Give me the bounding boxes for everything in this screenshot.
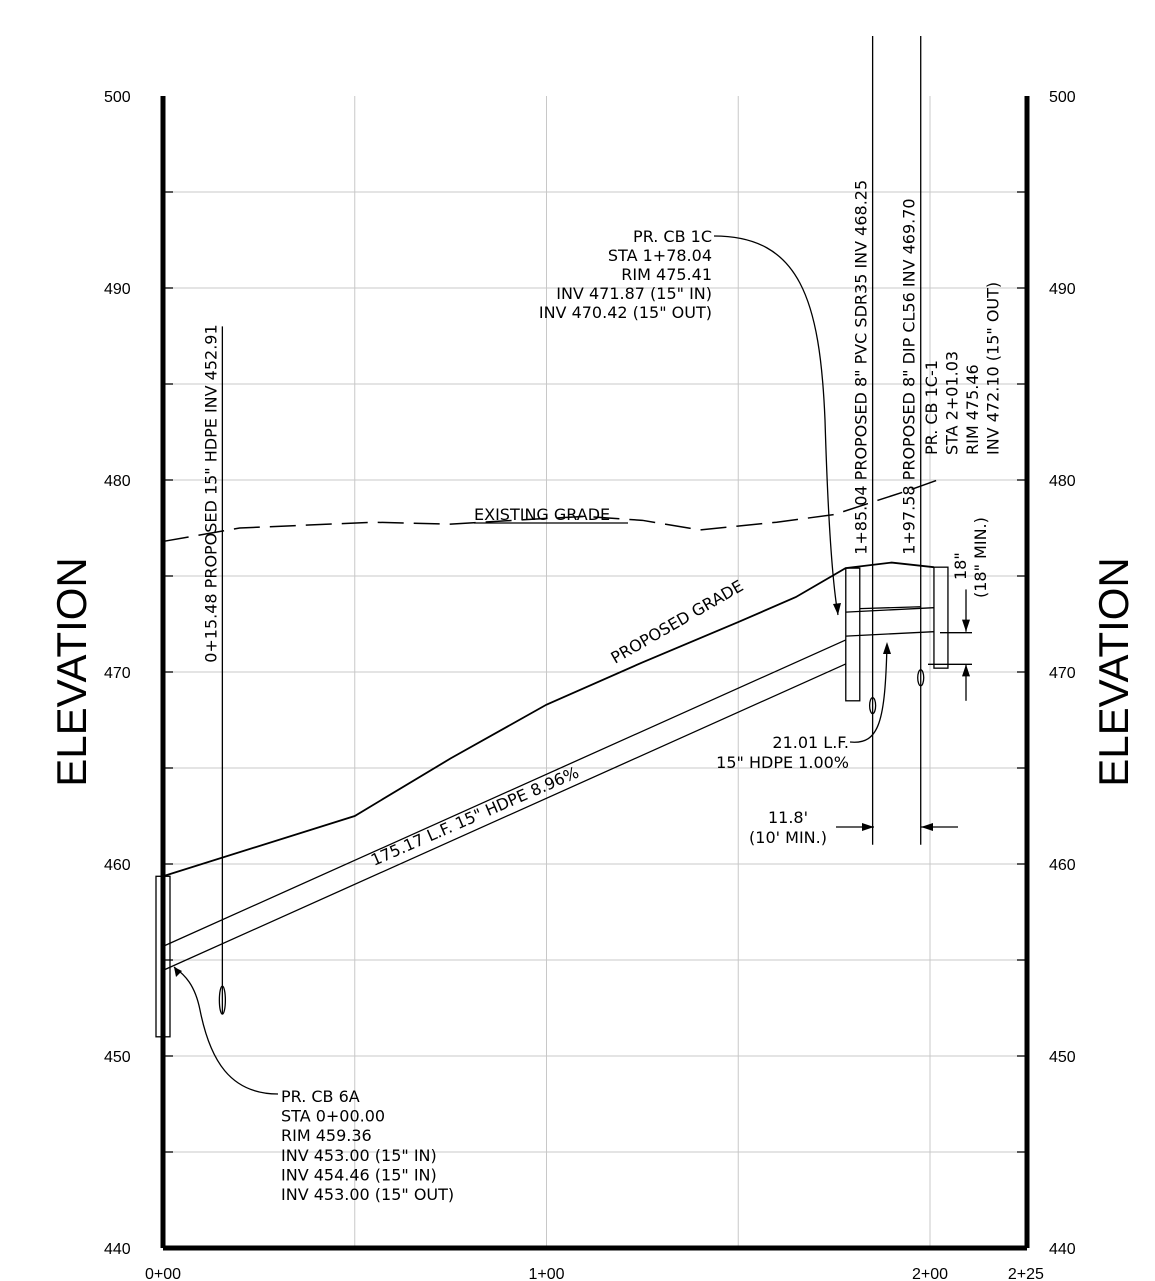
sep-v-lower-arrow <box>962 664 970 677</box>
cb1c-arrow <box>833 603 841 615</box>
cb1c-line-2: RIM 475.41 <box>621 265 712 284</box>
x-tick-0+00: 0+00 <box>145 1266 181 1281</box>
y-tick-left-470: 470 <box>104 665 131 682</box>
pipe-0-label: 175.17 L.F. 15" HDPE 8.96% <box>368 763 582 870</box>
cb1c-line-4: INV 470.42 (15" OUT) <box>539 303 712 322</box>
crossing-0-pipe <box>218 985 227 1015</box>
structures <box>155 566 949 1038</box>
x-tick-2+25: 2+25 <box>1008 1266 1044 1281</box>
y-tick-left-450: 450 <box>104 1049 131 1066</box>
y-tick-right-470: 470 <box>1049 665 1076 682</box>
cb1c1-line-1: STA 2+01.03 <box>943 351 962 455</box>
proposed-grade-line <box>162 561 934 878</box>
cb1c1-line-3: INV 472.10 (15" OUT) <box>984 282 1003 455</box>
pipe-1-leader <box>849 644 888 743</box>
structure-1 <box>845 567 861 702</box>
plot-frame <box>160 96 1030 1251</box>
cb6a-line-5: INV 453.00 (15" OUT) <box>281 1185 454 1204</box>
cb1c1-line-2: RIM 475.46 <box>963 364 982 455</box>
cb6a-line-2: RIM 459.36 <box>281 1126 372 1145</box>
pipe-1-invert <box>845 631 934 637</box>
y-tick-right-500: 500 <box>1049 89 1076 106</box>
elevation-title-left: ELEVATION <box>48 557 95 787</box>
pipe-1-label-line1: 21.01 L.F. <box>772 733 849 752</box>
grid-lines <box>163 96 1027 1248</box>
cb1c-line-3: INV 471.87 (15" IN) <box>556 284 712 303</box>
sep-h-line1: 11.8' <box>768 808 808 827</box>
cb6a-line-0: PR. CB 6A <box>281 1087 360 1106</box>
cb6a-line-3: INV 453.00 (15" IN) <box>281 1146 437 1165</box>
crossing-1-pipe <box>868 696 877 715</box>
sep-v-line2: (18" MIN.) <box>971 517 990 598</box>
y-tick-right-490: 490 <box>1049 281 1076 298</box>
pipe-1-crown <box>845 607 934 613</box>
upper-pipe-segment <box>859 606 921 610</box>
cb6a-line-1: STA 0+00.00 <box>281 1107 385 1126</box>
x-tick-1+00: 1+00 <box>528 1266 564 1281</box>
y-tick-right-460: 460 <box>1049 857 1076 874</box>
cb6a-arrow <box>174 967 182 977</box>
crossing-0-label: 0+15.48 PROPOSED 15" HDPE INV 452.91 <box>201 324 220 662</box>
existing-grade-label: EXISTING GRADE <box>474 505 610 524</box>
y-tick-left-500: 500 <box>104 89 131 106</box>
proposed-grade-label: PROPOSED GRADE <box>608 576 747 667</box>
axis-ticks: 500 500 490 490 480 480 470 470 460 460 450 450 440 4… <box>104 89 1076 1281</box>
y-tick-right-480: 480 <box>1049 473 1076 490</box>
elevation-title-right: ELEVATION <box>1090 557 1137 787</box>
sep-v-upper-arrow <box>962 619 970 632</box>
crossing-2-label: 1+97.58 PROPOSED 8" DIP CL56 INV 469.70 <box>900 198 919 554</box>
sep-v-line1: 18" <box>951 552 970 580</box>
sep-h-arrow-left <box>862 823 874 831</box>
cb1c-line-1: STA 1+78.04 <box>608 246 712 265</box>
y-tick-left-480: 480 <box>104 473 131 490</box>
cb6a-line-4: INV 454.46 (15" IN) <box>281 1165 437 1184</box>
structure-2 <box>933 566 949 669</box>
pipe-0-invert <box>162 663 847 971</box>
x-tick-2+00: 2+00 <box>912 1266 948 1281</box>
cb1c1-line-0: PR. CB 1C-1 <box>922 360 941 455</box>
cb1c-leader <box>713 235 839 616</box>
pipe-0-crown <box>162 639 847 947</box>
pipe-1-arrow <box>883 642 891 654</box>
y-tick-left-440: 440 <box>104 1241 131 1258</box>
pipe-runs <box>162 607 934 971</box>
axis-titles: ELEVATION ELEVATION <box>48 557 1137 787</box>
cb1c-line-0: PR. CB 1C <box>633 227 712 246</box>
sep-h-line2: (10' MIN.) <box>749 828 827 847</box>
y-tick-left-460: 460 <box>104 857 131 874</box>
cb6a-leader <box>173 966 279 1095</box>
pipe-1-label-line2: 15" HDPE 1.00% <box>716 753 849 772</box>
y-tick-right-440: 440 <box>1049 1241 1076 1258</box>
y-tick-left-490: 490 <box>104 281 131 298</box>
grade-lines <box>162 479 938 878</box>
crossing-2-pipe <box>917 669 925 687</box>
y-tick-right-450: 450 <box>1049 1049 1076 1066</box>
crossing-1-label: 1+85.04 PROPOSED 8" PVC SDR35 INV 468.25 <box>852 180 871 555</box>
structure-0 <box>155 875 171 1038</box>
existing-grade-line <box>162 479 938 543</box>
utility-crossings: 0+15.48 PROPOSED 15" HDPE INV 452.91 1+85… <box>201 36 925 1015</box>
sep-h-arrow-right <box>921 823 933 831</box>
